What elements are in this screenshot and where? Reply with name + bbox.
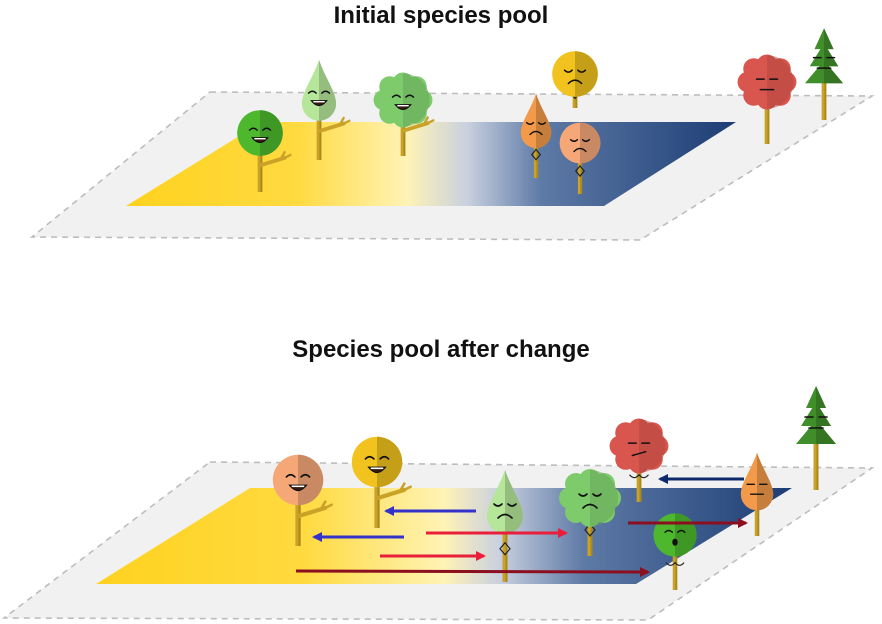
title-species-pool-after-change: Species pool after change	[292, 336, 590, 363]
title-initial-species-pool: Initial species pool	[333, 2, 549, 29]
tree-cloud-green	[559, 469, 621, 556]
habitat-gradient-plane	[96, 488, 792, 584]
tree-cloud-green	[373, 72, 435, 156]
tree-teardrop-orange	[740, 452, 774, 536]
tree-teardrop-orange	[520, 93, 552, 178]
range-shift-arrows	[295, 474, 748, 577]
tree-round-peach	[272, 454, 333, 546]
arrow-dark-red	[295, 566, 650, 577]
tree-cloud-red	[737, 54, 797, 144]
tree-conifer-green	[796, 386, 836, 490]
tree-round-green	[237, 110, 292, 192]
tree-teardrop-lightgreen	[487, 470, 523, 582]
tree-conifer-green	[805, 28, 843, 120]
tree-cloud-red	[609, 418, 669, 502]
tree-round-peach	[559, 122, 601, 194]
after-change-pool-panel	[1, 461, 875, 621]
tree-round-yellow	[552, 51, 598, 108]
initial-pool-panel	[29, 91, 875, 241]
tree-round-yellow	[351, 436, 412, 528]
tree-teardrop-lightgreen	[301, 59, 351, 160]
species-trees	[237, 28, 843, 590]
